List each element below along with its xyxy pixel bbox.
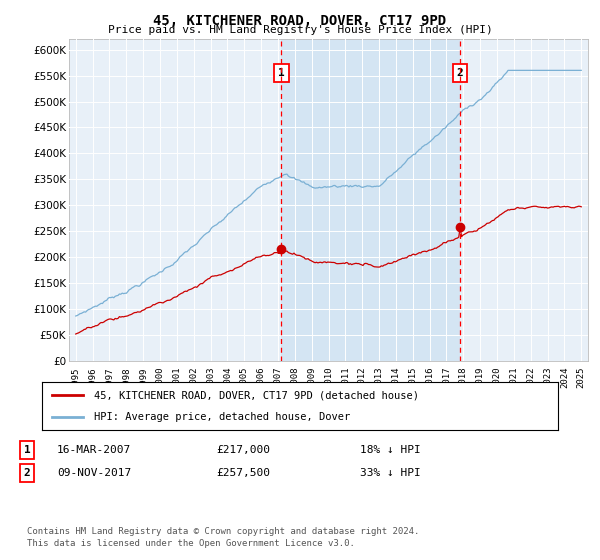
Text: Price paid vs. HM Land Registry's House Price Index (HPI): Price paid vs. HM Land Registry's House … [107,25,493,35]
Text: 45, KITCHENER ROAD, DOVER, CT17 9PD: 45, KITCHENER ROAD, DOVER, CT17 9PD [154,14,446,28]
Text: £257,500: £257,500 [216,468,270,478]
Text: 18% ↓ HPI: 18% ↓ HPI [360,445,421,455]
Text: 2: 2 [23,468,31,478]
Text: 09-NOV-2017: 09-NOV-2017 [57,468,131,478]
Text: 33% ↓ HPI: 33% ↓ HPI [360,468,421,478]
Text: 1: 1 [23,445,31,455]
Bar [281,39,460,361]
Text: 2: 2 [457,68,464,78]
Text: Contains HM Land Registry data © Crown copyright and database right 2024.
This d: Contains HM Land Registry data © Crown c… [27,527,419,548]
Text: 16-MAR-2007: 16-MAR-2007 [57,445,131,455]
Text: HPI: Average price, detached house, Dover: HPI: Average price, detached house, Dove… [94,412,350,422]
Text: 1: 1 [278,68,285,78]
Text: 45, KITCHENER ROAD, DOVER, CT17 9PD (detached house): 45, KITCHENER ROAD, DOVER, CT17 9PD (det… [94,390,419,400]
Text: £217,000: £217,000 [216,445,270,455]
